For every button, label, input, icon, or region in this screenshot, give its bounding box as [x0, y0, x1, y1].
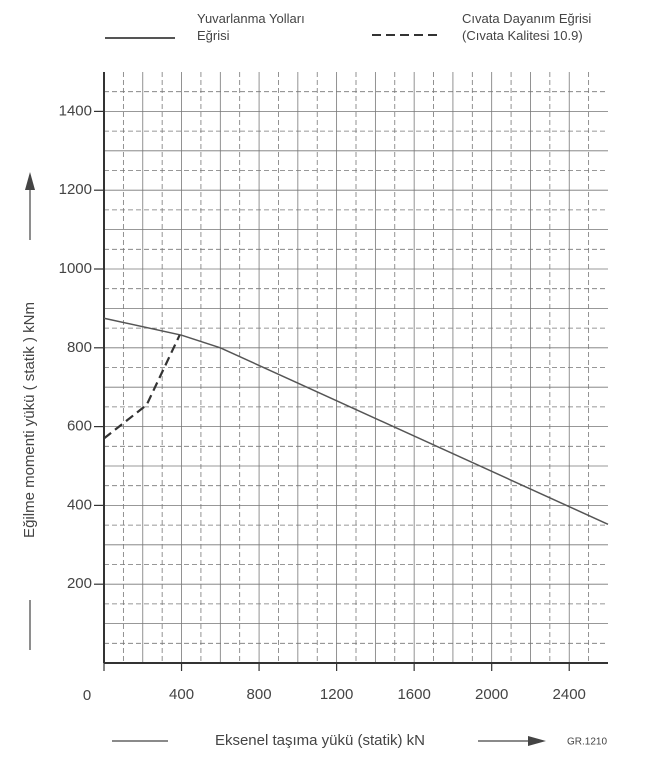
y-label-arrow [25, 172, 35, 190]
y-tick-label: 1000 [59, 260, 92, 277]
x-tick-label: 1200 [320, 686, 353, 703]
line-series [103, 317, 609, 525]
line-series [103, 334, 181, 440]
x-tick-label: 2000 [475, 686, 508, 703]
y-tick-label: 200 [67, 575, 92, 592]
x-tick-label: 800 [247, 686, 272, 703]
figure-code: GR.1210 [567, 737, 607, 748]
x-tick-label: 400 [169, 686, 194, 703]
x-tick-label: 1600 [397, 686, 430, 703]
x-axis-label: Eksenel taşıma yükü (statik) kN [215, 732, 425, 749]
y-tick-label: 1400 [59, 102, 92, 119]
x-label-arrow [528, 736, 546, 746]
x-tick-label: 0 [83, 687, 91, 704]
legend-label: Yuvarlanma Yolları Eğrisi [197, 11, 305, 43]
y-tick-label: 400 [67, 496, 92, 513]
x-tick-label: 2400 [553, 686, 586, 703]
y-tick-label: 600 [67, 418, 92, 435]
y-axis-label: Eğilme momenti yükü ( statik ) kNm [21, 302, 38, 538]
legend-label: Cıvata Dayanım Eğrisi (Cıvata Kalitesi 1… [462, 11, 592, 43]
y-tick-label: 1200 [59, 181, 92, 198]
y-tick-label: 800 [67, 339, 92, 356]
